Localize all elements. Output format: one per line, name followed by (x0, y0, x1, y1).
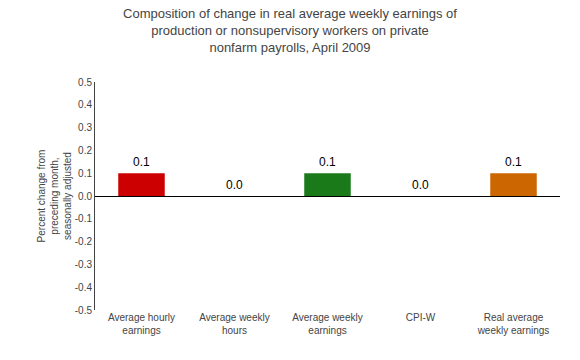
svg-text:0.2: 0.2 (78, 145, 92, 156)
svg-text:0.4: 0.4 (78, 99, 92, 110)
svg-text:-0.2: -0.2 (75, 236, 93, 247)
svg-text:Average weeklyearnings: Average weeklyearnings (292, 312, 362, 336)
svg-text:CPI-W: CPI-W (406, 312, 436, 323)
svg-text:0.5: 0.5 (78, 77, 92, 88)
svg-text:-0.1: -0.1 (75, 213, 93, 224)
svg-text:0.3: 0.3 (78, 122, 92, 133)
svg-text:0.1: 0.1 (78, 168, 92, 179)
svg-text:0.1: 0.1 (505, 155, 522, 169)
svg-text:Average weeklyhours: Average weeklyhours (199, 312, 269, 336)
svg-text:Real averageweekly earnings: Real averageweekly earnings (477, 312, 550, 336)
svg-text:Composition of change in real: Composition of change in real average we… (123, 6, 457, 55)
svg-text:0.0: 0.0 (78, 191, 92, 202)
svg-text:-0.4: -0.4 (75, 282, 93, 293)
svg-text:0.1: 0.1 (133, 155, 150, 169)
svg-text:Percent change frompreceding m: Percent change frompreceding month,seaso… (36, 150, 73, 243)
svg-text:-0.5: -0.5 (75, 305, 93, 316)
svg-text:-0.3: -0.3 (75, 259, 93, 270)
svg-text:0.0: 0.0 (226, 178, 243, 192)
svg-text:Average hourlyearnings: Average hourlyearnings (108, 312, 175, 336)
svg-text:0.1: 0.1 (319, 155, 336, 169)
svg-text:0.0: 0.0 (412, 178, 429, 192)
